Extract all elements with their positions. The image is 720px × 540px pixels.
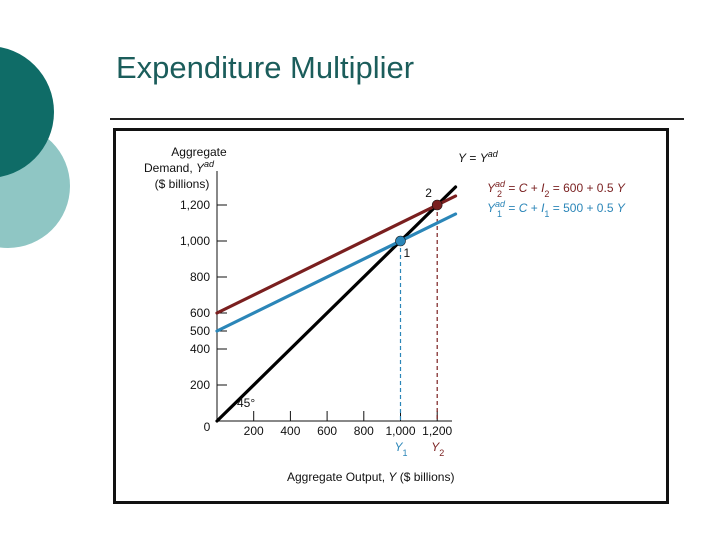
y-tick-label: 1,200	[180, 198, 210, 212]
x-tick-label: 200	[244, 424, 264, 438]
y-tick-label: 800	[190, 270, 210, 284]
slide-title: Expenditure Multiplier	[116, 50, 415, 85]
series-label-y1-subscript: 1	[497, 209, 502, 219]
x-axis-title: Aggregate Output, Y ($ billions)	[287, 470, 454, 484]
x-tick-label: 400	[280, 424, 300, 438]
title-divider	[110, 118, 684, 120]
equilibrium-point-1	[395, 235, 406, 247]
y1-axis-label: Y1	[395, 440, 408, 458]
origin-label: 0	[204, 420, 211, 434]
series-label-y2-subscript: 2	[497, 189, 502, 199]
angle-label: 45°	[237, 396, 255, 410]
equilibrium-label-2: 2	[425, 186, 432, 200]
y2-axis-label: Y2	[431, 440, 444, 458]
chart-frame: 200 400 500 600 800 1,000 1,200 200 400 600 800 1,0…	[113, 128, 669, 504]
series-label-y2: Yad = C + I2 = 600 + 0.5 Y	[487, 179, 626, 199]
y-tick-label: 600	[190, 306, 210, 320]
x-tick-label: 800	[354, 424, 374, 438]
series-line-2	[215, 194, 458, 315]
y-tick-label: 200	[190, 378, 210, 392]
y-tick-label: 1,000	[180, 234, 210, 248]
series-line-1	[215, 185, 458, 423]
series-line-3	[215, 212, 458, 333]
dark-teal-circle	[0, 47, 54, 177]
y-tick-label: 400	[190, 342, 210, 356]
expenditure-chart: 200 400 500 600 800 1,000 1,200 200 400 600 800 1,0…	[144, 145, 626, 484]
series-label-45deg: Y = Yad	[458, 149, 499, 165]
x-tick-label: 1,000	[385, 424, 415, 438]
y-axis-title-line3: ($ billions)	[155, 177, 210, 191]
equilibrium-label-1: 1	[404, 246, 411, 260]
series-label-y1: Yad = C + I1 = 500 + 0.5 Y	[487, 199, 626, 219]
x-tick-label: 1,200	[422, 424, 452, 438]
y-axis-title-line1: Aggregate	[171, 145, 227, 159]
decorative-circles	[0, 47, 70, 248]
equilibrium-point-2	[431, 199, 443, 211]
x-tick-label: 600	[317, 424, 337, 438]
y-axis-title-line2: Demand, Yad	[144, 159, 215, 175]
y-tick-label: 500	[190, 324, 210, 338]
